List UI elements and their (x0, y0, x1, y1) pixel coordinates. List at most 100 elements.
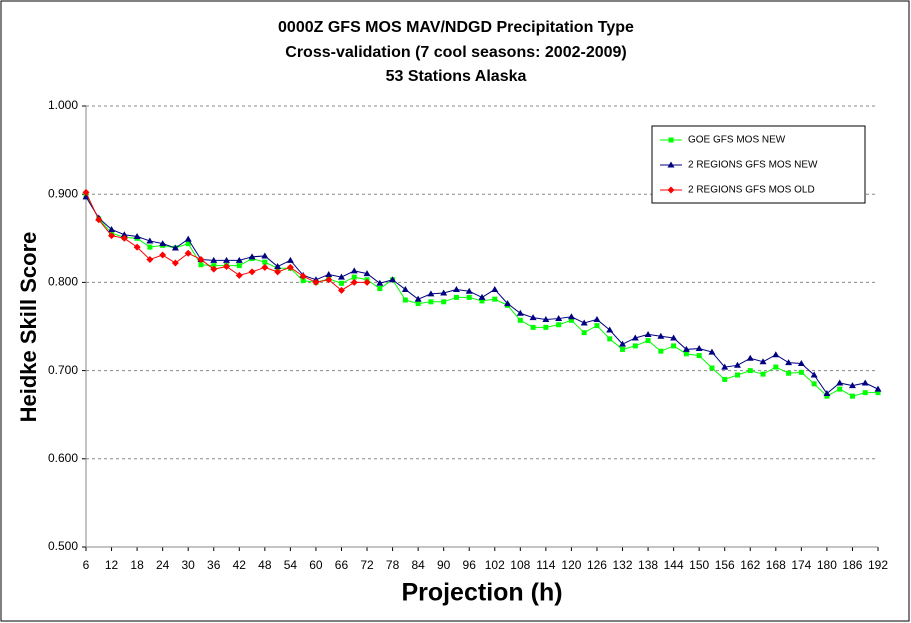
marker (452, 285, 460, 292)
x-tick-label: 192 (868, 558, 888, 572)
marker (274, 263, 282, 270)
marker (223, 256, 231, 263)
marker (401, 285, 409, 292)
y-axis-label: Heidke Skill Score (16, 232, 41, 423)
marker (337, 286, 345, 294)
marker (184, 235, 192, 242)
marker (667, 161, 675, 168)
x-tick-label: 138 (638, 558, 658, 572)
chart-title: 0000Z GFS MOS MAV/NDGD Precipitation Typ… (278, 19, 634, 36)
x-axis-label: Projection (h) (401, 579, 562, 607)
y-tick-label: 0.600 (48, 451, 78, 465)
marker (516, 309, 524, 316)
marker (428, 299, 434, 305)
marker (197, 255, 205, 263)
x-tick-label: 102 (485, 558, 505, 572)
marker (849, 393, 855, 399)
marker (261, 252, 269, 259)
marker (159, 240, 167, 247)
legend-label: 2 REGIONS GFS MOS NEW (688, 160, 818, 171)
marker (874, 385, 882, 392)
marker (300, 278, 306, 284)
marker (415, 301, 421, 307)
marker (810, 371, 818, 378)
marker (836, 379, 844, 386)
marker (120, 234, 128, 242)
marker (325, 270, 333, 277)
marker (363, 278, 371, 286)
x-tick-label: 30 (182, 558, 196, 572)
marker (567, 313, 575, 320)
marker (747, 368, 753, 374)
x-tick-label: 90 (437, 558, 451, 572)
marker (657, 332, 665, 339)
marker (441, 299, 447, 305)
x-tick-label: 36 (207, 558, 221, 572)
x-tick-label: 144 (664, 558, 684, 572)
marker (248, 268, 256, 276)
x-tick-label: 180 (817, 558, 837, 572)
marker (95, 216, 103, 224)
marker (580, 319, 588, 326)
marker (667, 186, 675, 194)
x-tick-label: 60 (309, 558, 323, 572)
marker (530, 324, 536, 330)
y-tick-label: 0.500 (48, 539, 78, 553)
marker (733, 361, 741, 368)
x-tick-label: 48 (258, 558, 272, 572)
marker (120, 231, 128, 238)
marker (108, 225, 116, 232)
marker (848, 382, 856, 389)
x-tick-label: 162 (740, 558, 760, 572)
marker (377, 286, 383, 292)
marker (632, 343, 638, 349)
marker (312, 278, 320, 286)
marker (453, 294, 459, 300)
y-tick-label: 0.800 (48, 275, 78, 289)
marker (760, 371, 766, 377)
x-tick-label: 126 (587, 558, 607, 572)
marker (658, 348, 664, 354)
y-tick-label: 0.700 (48, 363, 78, 377)
marker (837, 386, 843, 392)
marker (389, 276, 397, 283)
marker (159, 251, 167, 259)
marker (556, 322, 562, 328)
x-tick-label: 72 (360, 558, 374, 572)
marker (223, 263, 231, 271)
marker (338, 280, 344, 286)
marker (709, 365, 715, 371)
marker (581, 330, 587, 336)
marker (299, 272, 307, 280)
marker (734, 372, 740, 378)
marker (861, 379, 869, 386)
x-tick-label: 156 (715, 558, 735, 572)
marker (185, 241, 191, 247)
marker (594, 323, 600, 329)
x-tick-label: 84 (411, 558, 425, 572)
chart-title: Cross-validation (7 cool seasons: 2002-2… (285, 44, 626, 61)
marker (108, 232, 116, 240)
y-tick-label: 0.900 (48, 186, 78, 200)
x-tick-label: 78 (386, 558, 400, 572)
marker (811, 381, 817, 387)
marker (210, 256, 218, 263)
marker (146, 255, 154, 263)
marker (286, 263, 294, 271)
marker (668, 137, 674, 143)
legend-label: GOE GFS MOS NEW (688, 135, 786, 146)
marker (198, 262, 204, 268)
marker (797, 360, 805, 367)
marker (325, 276, 333, 284)
marker (593, 315, 601, 322)
marker (171, 259, 179, 267)
legend-label: 2 REGIONS GFS MOS OLD (688, 185, 815, 196)
marker (504, 300, 512, 307)
marker (721, 363, 729, 370)
y-tick-label: 1.000 (48, 98, 78, 112)
x-tick-label: 168 (766, 558, 786, 572)
marker (274, 268, 282, 276)
marker (824, 393, 830, 399)
